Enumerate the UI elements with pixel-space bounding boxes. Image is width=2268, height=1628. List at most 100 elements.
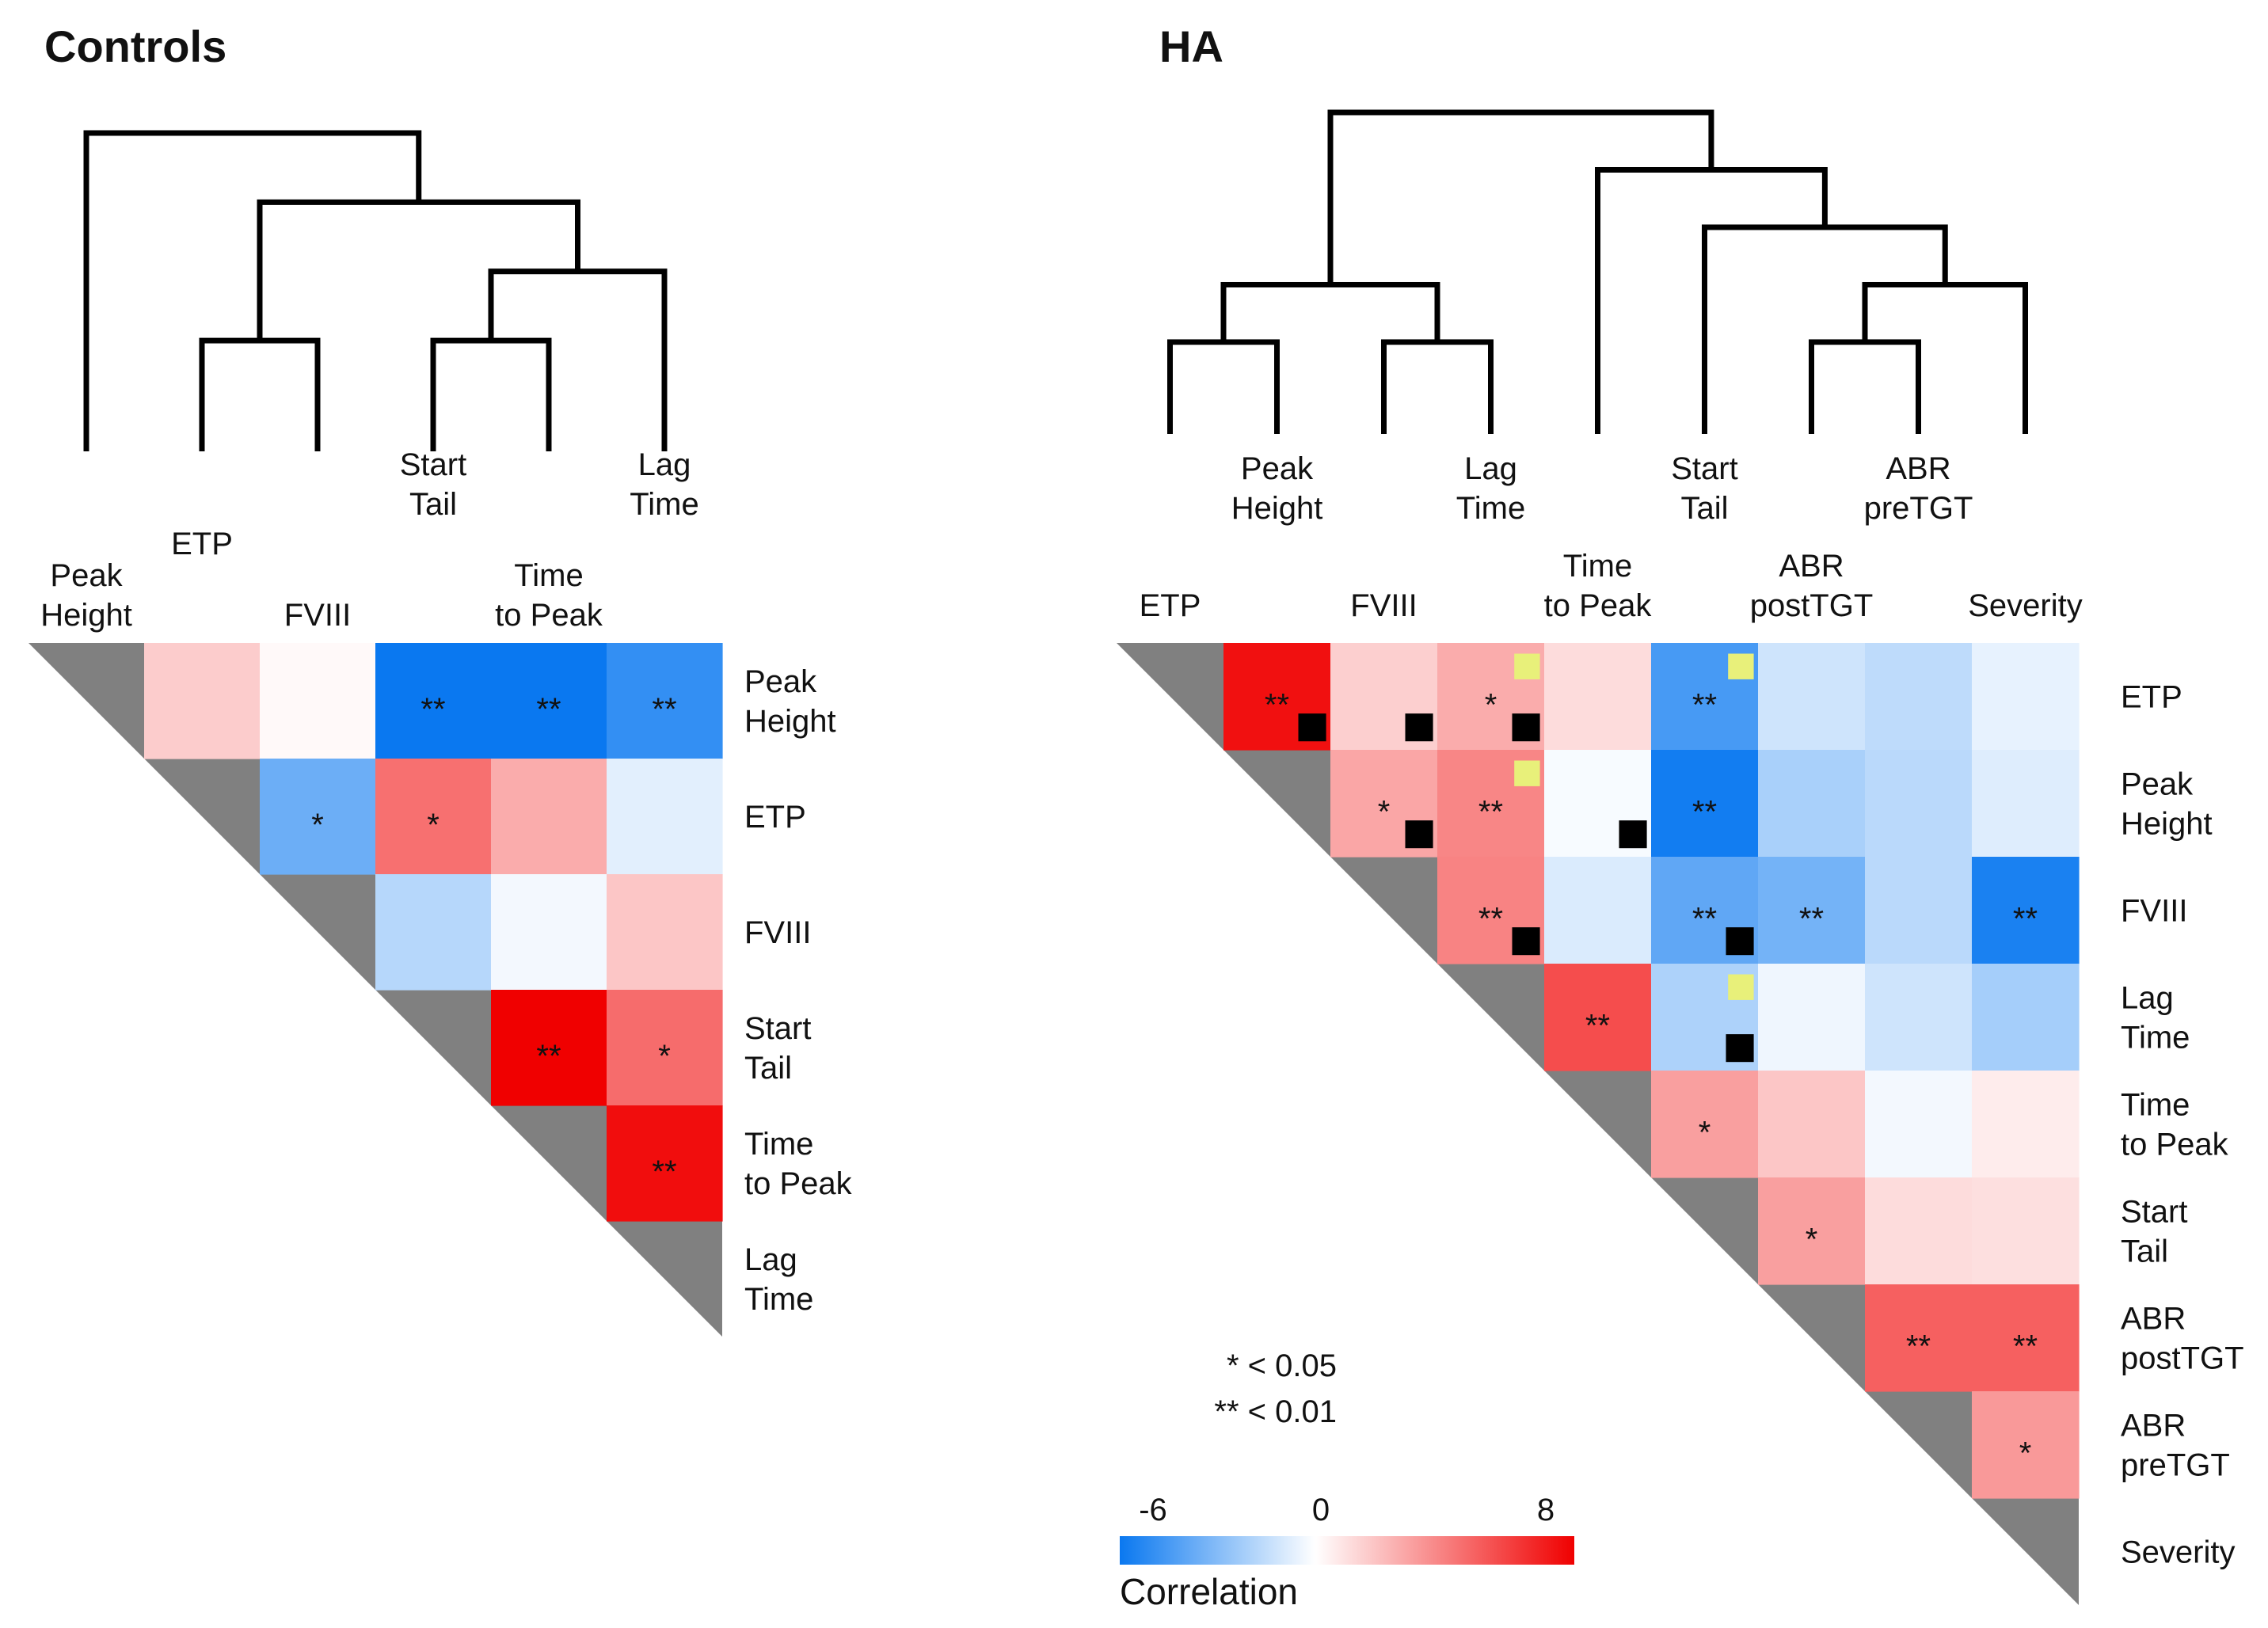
significance-mark: ** (1478, 795, 1503, 830)
column-label: ABR preTGT (1864, 451, 1973, 526)
significance-mark: * (1485, 688, 1497, 723)
legend-title: Correlation (1120, 1571, 1298, 1612)
controls-row-labels: Peak Height ETP FVIII Start Tail Time to Peak La… (744, 664, 853, 1317)
black-marker (1619, 820, 1647, 849)
significance-mark: ** (536, 692, 561, 727)
heatmap-cell (1758, 1177, 1866, 1285)
significance-mark: ** (1692, 688, 1717, 723)
dendrogram-branch (1595, 167, 1828, 434)
dendrogram-branch (1220, 282, 1440, 342)
row-label: Time to Peak (744, 1127, 853, 1201)
heatmap-cell (1758, 750, 1866, 858)
heatmap-cell (1972, 1177, 2080, 1285)
heatmap-cell (1544, 857, 1652, 964)
dendrogram-branch (1809, 339, 1921, 434)
significance-mark: ** (652, 1154, 676, 1189)
column-label: Lag Time (630, 447, 698, 522)
controls-heatmap: ** ** *** *** *** (29, 643, 723, 1337)
significance-mark: * (658, 1039, 671, 1074)
significance-mark: ** (1692, 902, 1717, 937)
column-label: Time to Peak (495, 558, 603, 633)
dendrogram-branch (430, 337, 552, 451)
heatmap-cell (1758, 964, 1866, 1071)
yellow-marker (1514, 760, 1540, 786)
row-label: Start Tail (744, 1011, 811, 1086)
dendrogram-branch (83, 130, 422, 451)
significance-mark: ** (536, 1039, 561, 1074)
heatmap-cell (1651, 750, 1759, 858)
column-label: FVIII (1350, 588, 1417, 623)
black-marker (1298, 713, 1326, 742)
row-label: ABR preTGT (2121, 1409, 2230, 1483)
controls-column-labels: Peak Height ETP FVIII Start Tail Time to Peak La… (40, 447, 699, 633)
heatmap-cell (607, 1105, 723, 1222)
significance-mark: * (1378, 795, 1391, 830)
legend: * < 0.05 ** < 0.01 -6 0 8 Correlation (1120, 1348, 1574, 1612)
heatmap-cell (607, 643, 723, 759)
significance-mark: ** (1906, 1329, 1931, 1364)
row-label: ETP (744, 800, 806, 835)
heatmap-cell (1865, 1284, 1973, 1392)
yellow-marker (1728, 653, 1754, 679)
heatmap-cell (1865, 964, 1973, 1071)
black-marker (1512, 713, 1540, 742)
heatmap-cell (607, 990, 723, 1106)
significance-mark: * (427, 808, 440, 843)
legend-max-label: 8 (1537, 1493, 1554, 1527)
row-label: Lag Time (744, 1242, 813, 1317)
heatmap-cell (1544, 964, 1652, 1071)
significance-mark: ** (420, 692, 445, 727)
heatmap-cell (1972, 964, 2080, 1071)
row-label: FVIII (2121, 894, 2187, 929)
column-label: Time to Peak (1544, 549, 1653, 623)
row-label: FVIII (744, 915, 811, 950)
heatmap-cell (1865, 857, 1973, 964)
significance-mark: ** (1585, 1009, 1610, 1044)
heatmap-cell (1972, 643, 2080, 751)
heatmap-cell (607, 874, 723, 991)
heatmap-cell (144, 643, 261, 759)
heatmap-cell (1972, 857, 2080, 964)
diagonal-mask (1117, 643, 2079, 1605)
heatmap-cell (1972, 1284, 2080, 1392)
legend-sig-001: ** < 0.01 (1214, 1394, 1337, 1429)
heatmap-cell (491, 874, 607, 991)
significance-mark: ** (2013, 902, 2038, 937)
significance-mark: ** (1265, 688, 1289, 723)
black-marker (1726, 1034, 1754, 1063)
ha-row-labels: ETP Peak Height FVIII Lag Time Time to Peak Star… (2121, 680, 2244, 1570)
row-label: ABR postTGT (2121, 1302, 2244, 1376)
significance-mark: ** (1478, 902, 1503, 937)
column-label: FVIII (284, 598, 351, 633)
legend-sig-005: * < 0.05 (1227, 1348, 1337, 1383)
black-marker (1726, 927, 1754, 956)
heatmap-cell (491, 643, 607, 759)
column-label: Lag Time (1456, 451, 1525, 526)
significance-mark: ** (2013, 1329, 2038, 1364)
significance-mark: ** (652, 692, 676, 727)
column-label: Peak Height (40, 558, 132, 633)
heatmap-cell (375, 643, 492, 759)
dendrogram-branch (1381, 339, 1494, 434)
column-label: Start Tail (1671, 451, 1737, 526)
row-label: Lag Time (2121, 981, 2190, 1056)
legend-colorbar (1120, 1536, 1574, 1565)
legend-mid-label: 0 (1312, 1493, 1330, 1527)
black-marker (1405, 820, 1433, 849)
significance-mark: * (311, 808, 324, 843)
controls-panel: Controls Peak Height ETP FVIII Start Tail Time… (29, 21, 853, 1337)
heatmap-cell (1758, 643, 1866, 751)
column-label: Severity (1968, 588, 2083, 623)
black-marker (1512, 927, 1540, 956)
row-label: ETP (2121, 680, 2182, 715)
heatmap-cell (1758, 1071, 1866, 1178)
significance-mark: ** (1692, 795, 1717, 830)
heatmap-cell (491, 759, 607, 875)
heatmap-cell (1758, 857, 1866, 964)
heatmap-cell (607, 759, 723, 875)
yellow-marker (1728, 974, 1754, 1000)
row-label: Time to Peak (2121, 1088, 2229, 1162)
heatmap-cell (375, 874, 492, 991)
row-label: Start Tail (2121, 1195, 2187, 1269)
heatmap-cell (1544, 643, 1652, 751)
